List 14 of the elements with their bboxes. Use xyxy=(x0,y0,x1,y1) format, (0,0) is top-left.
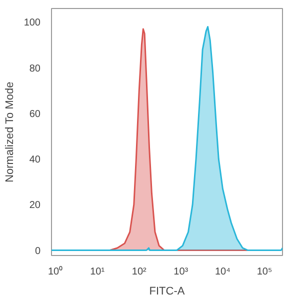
x-tick-label: 10⁵ xyxy=(256,266,272,278)
x-tick-label: 10⁰ xyxy=(48,266,64,278)
y-tick-label: 0 xyxy=(34,246,41,257)
y-tick-label: 80 xyxy=(29,63,41,74)
y-tick-label: 40 xyxy=(29,154,41,166)
x-tick-label: 10² xyxy=(132,266,148,278)
x-tick-label: 10⁴ xyxy=(214,266,230,278)
y-axis-title: Normalized To Mode xyxy=(4,82,16,182)
y-tick-label: 100 xyxy=(24,18,41,29)
y-tick-label: 60 xyxy=(29,108,41,120)
x-tick-label: 10¹ xyxy=(90,266,106,278)
x-tick-label: 10³ xyxy=(174,266,189,278)
x-axis-title: FITC-A xyxy=(149,286,186,298)
y-tick-label: 20 xyxy=(29,200,41,212)
